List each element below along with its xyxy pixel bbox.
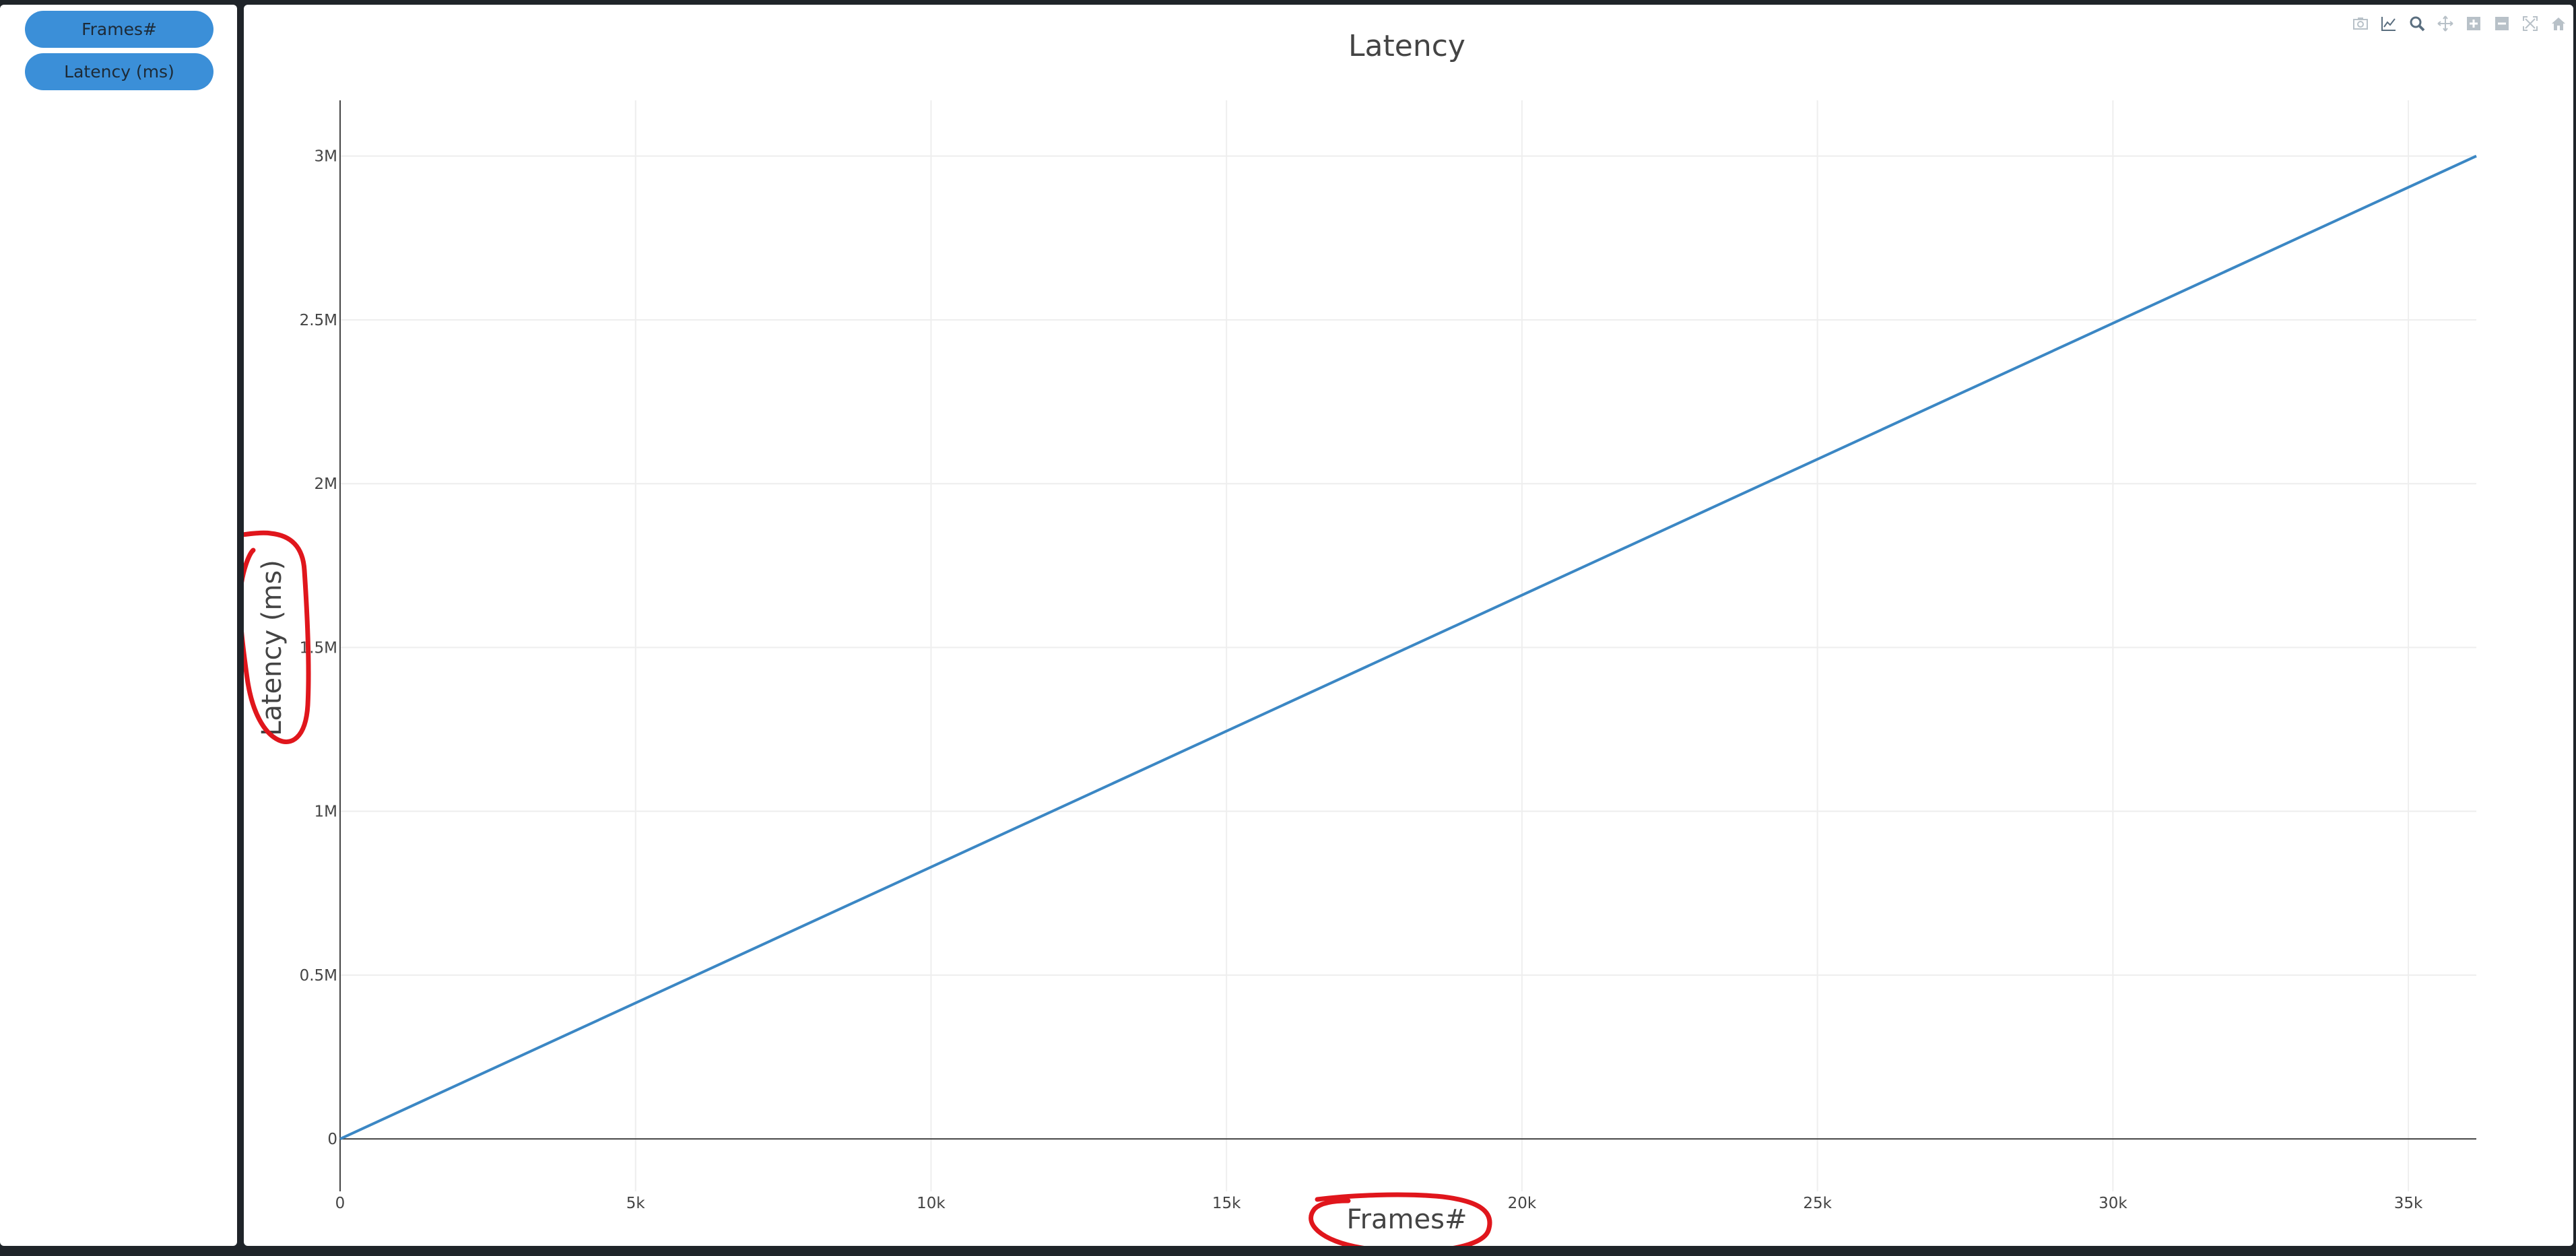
x-tick-label: 30k <box>2099 1195 2127 1212</box>
x-tick-label: 20k <box>1508 1195 1537 1212</box>
x-tick-label: 10k <box>917 1195 946 1212</box>
y-tick-label: 2M <box>315 475 337 493</box>
y-tick-label: 1.5M <box>300 639 337 657</box>
series <box>339 154 2477 1140</box>
grid <box>340 100 2476 1191</box>
sidebar: Frames# Latency (ms) <box>0 5 237 1246</box>
camera-icon[interactable] <box>2347 10 2374 37</box>
modebar <box>2347 10 2572 37</box>
zoom-in-icon[interactable] <box>2460 10 2487 37</box>
chart-title: Latency <box>1348 29 1465 63</box>
tick-labels: 0 5k 10k 15k 20k 25k 30k 35k 0 0.5M 1M 1.5M 2M 2.5M 3M <box>300 148 2423 1212</box>
y-tick-label: 2.5M <box>300 312 337 329</box>
y-tick-label: 0.5M <box>300 967 337 985</box>
x-tick-label: 25k <box>1803 1195 1832 1212</box>
x-tick-label: 0 <box>335 1195 345 1212</box>
x-tick-label: 35k <box>2394 1195 2423 1212</box>
frames-button[interactable]: Frames# <box>25 11 213 48</box>
y-tick-label: 3M <box>315 148 337 166</box>
y-tick-label: 1M <box>315 803 337 821</box>
x-axis-title: Frames# <box>1347 1204 1467 1235</box>
pan-icon[interactable] <box>2432 10 2459 37</box>
zoom-out-icon[interactable] <box>2488 10 2515 37</box>
latency-chart[interactable]: 0 5k 10k 15k 20k 25k 30k 35k 0 0.5M 1M 1.5M 2M 2.5M 3M… <box>244 5 2573 1246</box>
axes <box>339 100 2476 1191</box>
red-annotations <box>244 530 1492 1246</box>
x-tick-label: 5k <box>626 1195 646 1212</box>
chart-panel: 0 5k 10k 15k 20k 25k 30k 35k 0 0.5M 1M 1.5M 2M 2.5M 3M… <box>244 5 2573 1246</box>
x-title-annotation <box>1309 1192 1492 1246</box>
zoom-icon[interactable] <box>2404 10 2431 37</box>
y-tick-label: 0 <box>327 1131 337 1148</box>
home-icon[interactable] <box>2545 10 2572 37</box>
series-line <box>339 154 2477 1140</box>
y-axis-title: Latency (ms) <box>257 560 288 736</box>
x-tick-label: 15k <box>1212 1195 1241 1212</box>
line-chart-icon[interactable] <box>2375 10 2402 37</box>
latency-button[interactable]: Latency (ms) <box>25 53 213 90</box>
y-title-annotation <box>244 530 311 744</box>
autoscale-icon[interactable] <box>2517 10 2544 37</box>
